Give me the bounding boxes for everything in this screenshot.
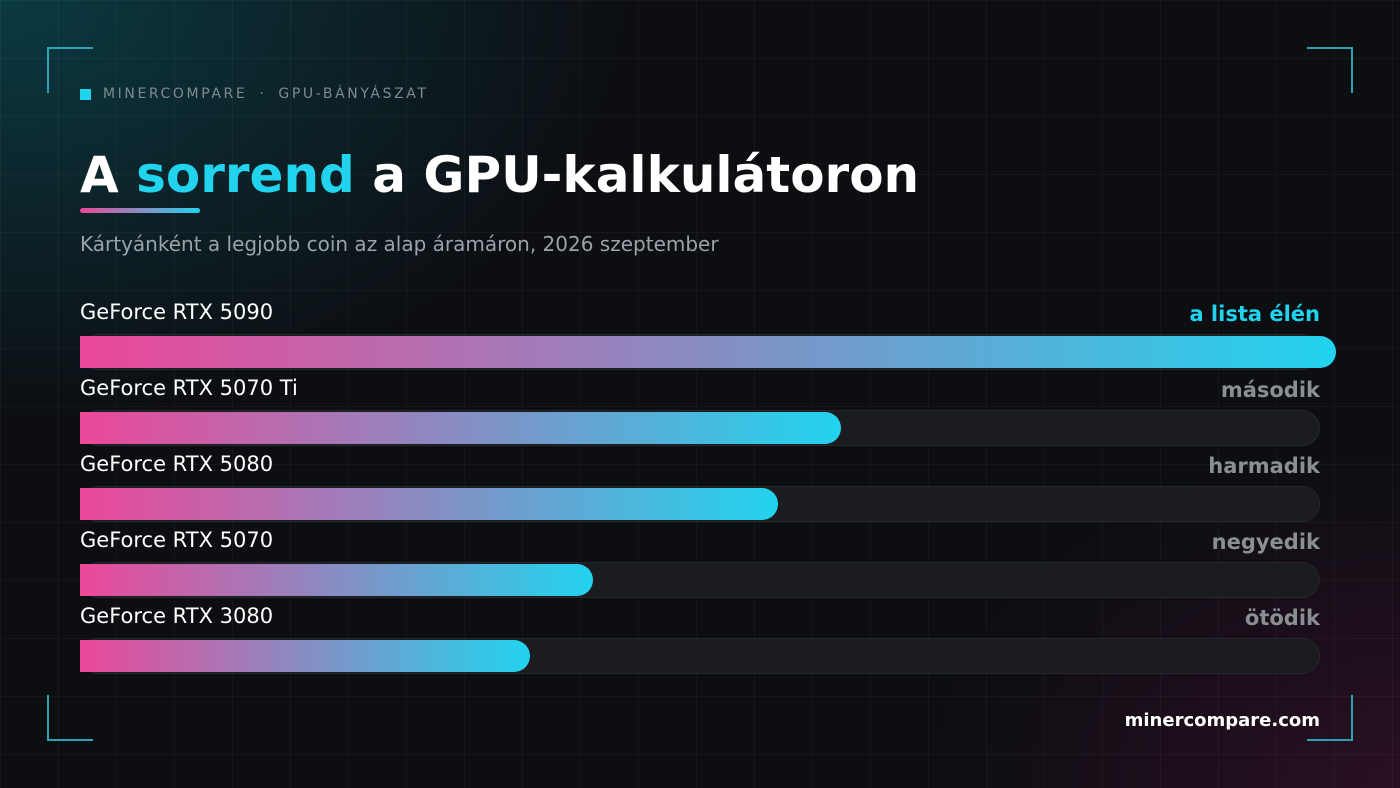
title-suffix: a GPU-kalkulátoron bbox=[354, 146, 920, 204]
bar bbox=[80, 640, 530, 672]
eyebrow: MINERCOMPARE · GPU-BÁNYÁSZAT bbox=[80, 85, 429, 103]
chart-subtitle: Kártyánként a legjobb coin az alap áramá… bbox=[80, 232, 719, 256]
bar-row: GeForce RTX 3080 ötödik bbox=[80, 602, 1320, 674]
bar-rank-label: negyedik bbox=[1211, 530, 1320, 554]
eyebrow-separator: · bbox=[259, 86, 267, 102]
bar bbox=[80, 336, 1336, 368]
bar-label: GeForce RTX 5080 bbox=[80, 452, 274, 476]
bar-rank-label: ötödik bbox=[1244, 606, 1320, 630]
title-prefix: A bbox=[80, 146, 137, 204]
title-accent: sorrend bbox=[136, 146, 355, 204]
bar-label: GeForce RTX 3080 bbox=[80, 604, 274, 628]
footer-site: minercompare.com bbox=[1124, 710, 1320, 731]
section-name: GPU-BÁNYÁSZAT bbox=[278, 86, 429, 102]
bar-label: GeForce RTX 5070 Ti bbox=[80, 376, 298, 400]
bar bbox=[80, 412, 841, 444]
bar-label: GeForce RTX 5070 bbox=[80, 528, 274, 552]
bar bbox=[80, 488, 778, 520]
bar bbox=[80, 564, 593, 596]
corner-bracket-top-right bbox=[1307, 47, 1353, 93]
bar-row: GeForce RTX 5070 negyedik bbox=[80, 526, 1320, 598]
bar-row: GeForce RTX 5080 harmadik bbox=[80, 450, 1320, 522]
title-underline bbox=[80, 208, 200, 213]
bar-rank-label: második bbox=[1220, 378, 1320, 402]
chart-title: A sorrend a GPU-kalkulátoron bbox=[80, 140, 919, 210]
bar-row: GeForce RTX 5070 Ti második bbox=[80, 374, 1320, 446]
corner-bracket-bottom-right bbox=[1307, 695, 1353, 741]
brand-name: MINERCOMPARE bbox=[103, 86, 248, 102]
bar-label: GeForce RTX 5090 bbox=[80, 300, 274, 324]
bar-rank-label: harmadik bbox=[1208, 454, 1320, 478]
bar-rank-label: a lista élén bbox=[1189, 302, 1320, 326]
corner-bracket-top-left bbox=[47, 47, 93, 93]
brand-square-icon bbox=[80, 88, 91, 100]
corner-bracket-bottom-left bbox=[47, 695, 93, 741]
bar-row: GeForce RTX 5090 a lista élén bbox=[80, 298, 1336, 370]
